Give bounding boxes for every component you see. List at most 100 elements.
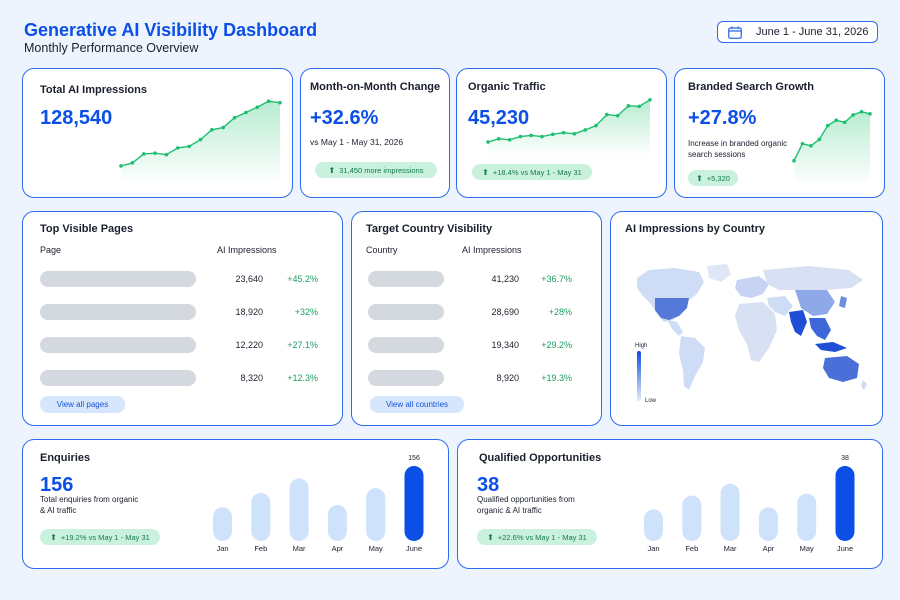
map-region-china: [795, 290, 835, 316]
bar-june[interactable]: [835, 466, 855, 541]
table-row-placeholder[interactable]: [40, 337, 196, 353]
sparkline-point: [648, 98, 652, 102]
map-legend-gradient: [637, 351, 641, 401]
kpi-change-pill: ⬆ +22.6% vs May 1 - May 31: [477, 529, 597, 545]
bar-may[interactable]: [797, 493, 817, 541]
sparkline-point: [153, 151, 157, 155]
map-region-north-america: [637, 268, 704, 322]
map-region-southeast-asia: [809, 318, 831, 340]
column-header-impressions: AI Impressions: [462, 245, 522, 255]
map-region-japan: [839, 296, 847, 308]
sparkline-point: [198, 137, 203, 142]
sparkline-point: [817, 137, 822, 142]
sparkline-point: [187, 144, 191, 149]
bar-mar[interactable]: [720, 483, 740, 541]
sparkline-point: [244, 110, 248, 115]
sparkline-point: [792, 158, 796, 163]
kpi-title: Organic Traffic: [468, 81, 546, 93]
sparkline-point: [119, 164, 123, 168]
kpi-title: Month-on-Month Change: [310, 81, 441, 93]
arrow-up-icon: ⬆: [696, 173, 703, 183]
kpi-title: Total AI Impressions: [40, 84, 147, 96]
map-region-russia: [763, 266, 863, 290]
bar-feb[interactable]: [251, 492, 271, 541]
sparkline-point: [637, 104, 641, 109]
bar-mar[interactable]: [289, 478, 309, 542]
card-title: Enquiries: [40, 452, 91, 464]
sparkline-point: [164, 152, 169, 157]
sparkline-point: [594, 123, 598, 128]
bar-apr[interactable]: [758, 507, 778, 541]
date-range-text: June 1 - June 31, 2026: [756, 26, 869, 38]
kpi-card-total-impressions: Total AI Impressions 128,540: [22, 68, 293, 198]
map-region-south-america: [679, 336, 705, 390]
table-row-placeholder[interactable]: [40, 370, 196, 386]
card-title: Qualified Opportunities: [479, 452, 602, 464]
bar-june[interactable]: [404, 466, 424, 541]
table-row-placeholder[interactable]: [368, 337, 444, 353]
x-tick-label: June: [837, 544, 853, 553]
sparkline-point: [266, 99, 271, 103]
table-row-placeholder[interactable]: [40, 271, 196, 287]
x-tick-label: Jan: [216, 544, 228, 553]
bar-may[interactable]: [366, 488, 386, 541]
table-row-placeholder[interactable]: [368, 304, 444, 320]
table-row-placeholder[interactable]: [40, 304, 196, 320]
sparkline-area: [488, 99, 650, 156]
sparkline-point: [626, 104, 631, 108]
x-tick-label: May: [369, 544, 383, 553]
table-cell-impressions: 28,690: [491, 307, 519, 317]
table-cell-impressions: 19,340: [491, 340, 519, 350]
organic-sparkline: [486, 98, 652, 156]
x-tick-label: Jan: [647, 544, 659, 553]
view-all-countries-button[interactable]: View all countries: [370, 396, 464, 413]
sparkline-point: [221, 125, 226, 130]
table-cell-change: +19.3%: [541, 373, 572, 383]
date-range-picker[interactable]: June 1 - June 31, 2026: [717, 21, 878, 43]
table-cell-change: +27.1%: [287, 340, 318, 350]
impressions-sparkline: [119, 99, 282, 184]
map-region-new-zealand: [861, 380, 867, 390]
legend-low-label: Low: [645, 398, 657, 404]
sparkline-point: [615, 113, 620, 118]
bar-feb[interactable]: [682, 495, 702, 541]
kpi-change-pill: ⬆ +18.4% vs May 1 - May 31: [472, 164, 592, 180]
sparkline-area: [121, 101, 280, 184]
sparkline-point: [551, 132, 555, 137]
sparkline-point: [141, 152, 146, 156]
bar-apr[interactable]: [327, 504, 347, 541]
sparkline-point: [834, 118, 839, 123]
bar-jan[interactable]: [213, 507, 232, 541]
card-title: AI Impressions by Country: [625, 223, 765, 235]
table-cell-impressions: 18,920: [235, 307, 263, 317]
arrow-up-icon: ⬆: [328, 165, 336, 175]
sparkline-point: [130, 161, 135, 165]
table-cell-impressions: 8,320: [240, 373, 263, 383]
kpi-card-branded-search: Branded Search Growth +27.8% Increase in…: [674, 68, 885, 198]
page-title: Generative AI Visibility Dashboard: [24, 20, 318, 40]
sparkline-point: [507, 138, 512, 142]
kpi-change-pill: ⬆ +5,320: [688, 170, 738, 186]
sparkline-point: [175, 146, 180, 150]
kpi-value: 156: [40, 474, 74, 496]
column-header-page: Page: [40, 245, 62, 255]
kpi-card-mom-change: Month-on-Month Change +32.6% vs May 1 - …: [300, 68, 450, 198]
sparkline-area: [794, 111, 870, 185]
arrow-up-icon: ⬆: [482, 167, 489, 177]
kpi-note: Qualified opportunities from organic & A…: [477, 495, 575, 515]
sparkline-point: [232, 115, 237, 120]
table-cell-impressions: 12,220: [235, 340, 263, 350]
enquiries-card: Enquiries 156 Total enquiries from organ…: [22, 439, 449, 569]
x-tick-label: Mar: [724, 544, 737, 553]
table-cell-impressions: 23,640: [235, 274, 263, 284]
map-region-usa: [655, 298, 689, 320]
table-row-placeholder[interactable]: [368, 271, 444, 287]
sparkline-line: [487, 99, 651, 143]
bar-jan[interactable]: [644, 509, 663, 541]
sparkline-point: [561, 130, 566, 135]
kpi-note: vs May 1 - May 31, 2026: [310, 137, 404, 147]
view-all-pages-button[interactable]: View all pages: [40, 396, 125, 413]
country-visibility-card: Target Country Visibility Country AI Imp…: [351, 211, 602, 426]
table-row-placeholder[interactable]: [368, 370, 444, 386]
kpi-value: +32.6%: [310, 107, 379, 129]
